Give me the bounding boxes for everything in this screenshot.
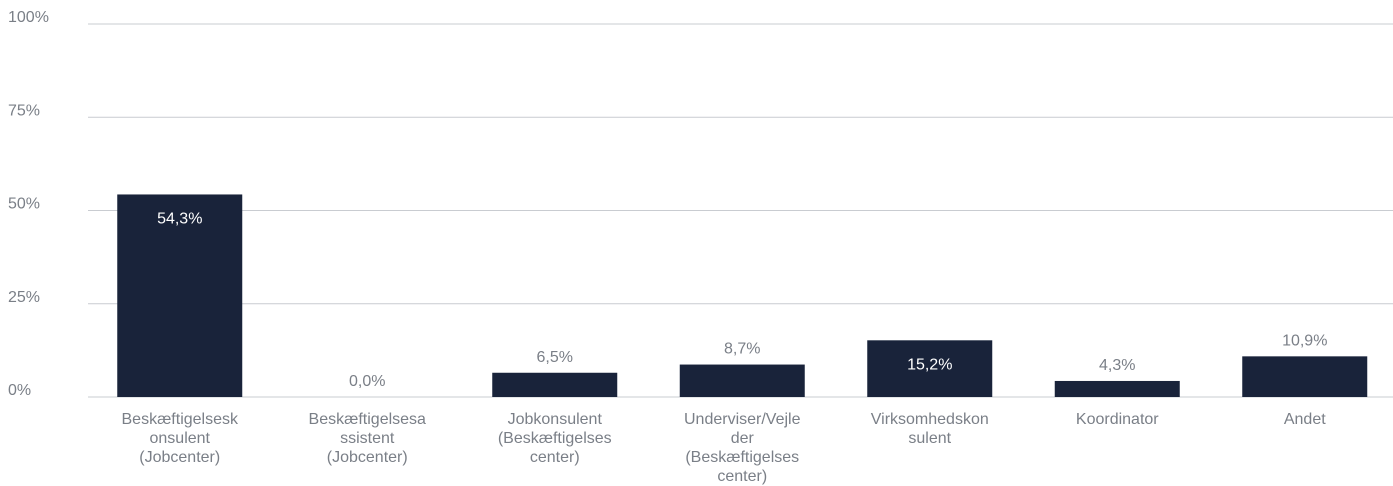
x-category-label-line: center)	[717, 468, 767, 485]
x-category-label: Beskæftigelsesk onsulent (Jobcenter)	[122, 411, 239, 466]
x-category-label-line: der	[731, 430, 755, 447]
x-category-label: Virksomhedskon sulent	[871, 411, 989, 447]
x-category-label-line: center)	[530, 449, 580, 466]
x-category-label-line: (Beskæftigelses	[498, 430, 612, 447]
x-category-label: Andet	[1284, 411, 1326, 428]
x-category-label: Jobkonsulent (Beskæftigelses center)	[498, 411, 612, 466]
x-category-label: Beskæftigelsesa ssistent (Jobcenter)	[309, 411, 426, 466]
y-tick-label: 100%	[8, 9, 49, 26]
y-tick-label: 50%	[8, 196, 40, 213]
bar	[679, 364, 805, 397]
x-axis-category-labels: Beskæftigelsesk onsulent (Jobcenter)Beskæf…	[122, 411, 1327, 485]
y-tick-label: 75%	[8, 102, 40, 119]
bar	[867, 340, 993, 397]
y-tick-label: 0%	[8, 382, 31, 399]
data-label: 54,3%	[157, 210, 202, 227]
y-tick-label: 25%	[8, 289, 40, 306]
x-category-label-line: Virksomhedskon	[871, 411, 989, 428]
bar	[1242, 356, 1368, 397]
x-category-label-line: ssistent	[340, 430, 395, 447]
data-label: 8,7%	[724, 341, 760, 358]
x-category-label: Koordinator	[1076, 411, 1159, 428]
y-axis-tick-labels: 0% 25% 50% 75% 100%	[8, 9, 49, 399]
x-category-label-line: (Jobcenter)	[139, 449, 220, 466]
data-label: 15,2%	[907, 356, 952, 373]
data-label: 10,9%	[1282, 332, 1327, 349]
x-category-label-line: Beskæftigelsesk	[122, 411, 239, 428]
x-category-label-line: Underviser/Vejle	[684, 411, 801, 428]
data-labels: 54,3% 0,0% 6,5% 8,7% 15,2% 4,3% 10,9%	[157, 210, 1327, 390]
bar	[1054, 380, 1180, 397]
data-label: 6,5%	[537, 349, 573, 366]
x-category-label-line: onsulent	[150, 430, 211, 447]
bar	[492, 372, 618, 397]
x-category-label-line: (Jobcenter)	[327, 449, 408, 466]
x-category-label-line: Beskæftigelsesa	[309, 411, 426, 428]
bar	[117, 194, 243, 397]
x-category-label-line: Andet	[1284, 411, 1326, 428]
x-category-label: Underviser/Vejle der (Beskæftigelses center…	[684, 411, 801, 485]
bars	[117, 194, 1368, 397]
x-category-label-line: (Beskæftigelses	[685, 449, 799, 466]
x-category-label-line: Jobkonsulent	[508, 411, 603, 428]
x-category-label-line: Koordinator	[1076, 411, 1159, 428]
data-label: 4,3%	[1099, 357, 1135, 374]
data-label: 0,0%	[349, 373, 385, 390]
x-category-label-line: sulent	[908, 430, 951, 447]
